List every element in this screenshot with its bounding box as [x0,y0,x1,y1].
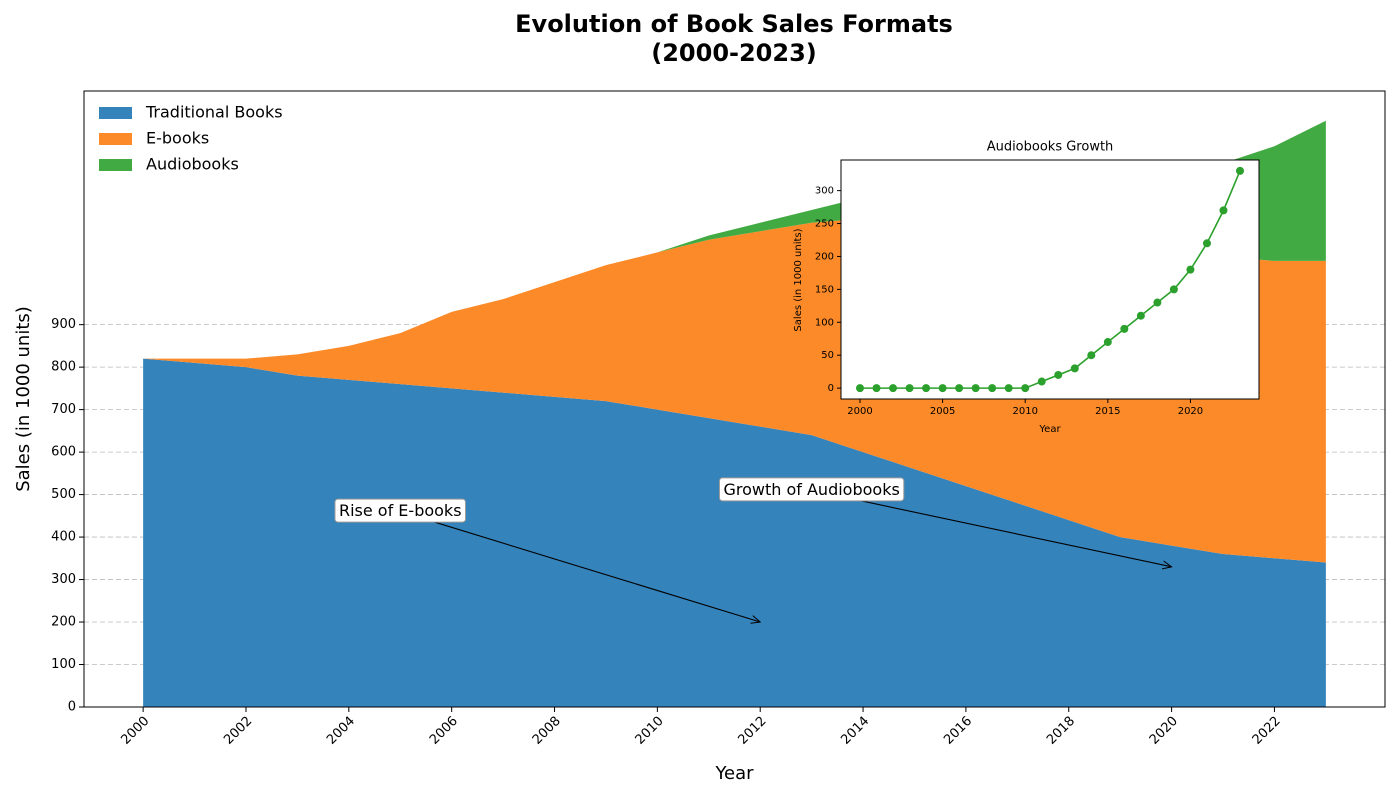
y-tick-label: 50 [821,350,834,361]
x-tick-label: 2000 [118,714,152,748]
x-tick-label: 2002 [221,714,255,748]
point [1004,384,1013,393]
point [889,384,898,393]
x-tick-label: 2004 [324,714,358,748]
inset-background [841,160,1259,399]
x-tick-label: 2006 [427,714,461,748]
point [1236,166,1244,175]
point [905,384,914,393]
y-tick-label: 0 [828,383,834,394]
x-tick-label: 2012 [736,714,770,748]
y-tick-label: 300 [815,186,834,197]
point [1153,298,1162,307]
annotation-box [334,498,467,523]
point [1169,285,1178,294]
point [1103,338,1112,347]
y-tick-label: 900 [51,317,76,332]
point [1136,311,1145,320]
x-tick-label: 2015 [1095,406,1120,417]
point [1186,265,1195,274]
chart-title: Evolution of Book Sales Formats (2000-20… [515,10,953,67]
y-tick-label: 100 [51,657,76,672]
point [1202,239,1211,248]
inset: 0 50 100 150 200 250 300 2000 2005 2010 2015 2020 Au… [793,140,1260,435]
y-tick-label: 100 [815,317,834,328]
annotation-text: Growth of Audiobooks [723,480,899,499]
x-tick-label: 2018 [1044,714,1078,748]
annotation-arrow [811,489,1172,566]
inset-y-label: Sales (in 1000 units) [793,228,804,331]
point [1054,370,1063,379]
legend-label: Audiobooks [146,155,239,174]
inset-title: Audiobooks Growth [987,140,1114,155]
y-tick-label: 400 [51,530,76,545]
legend-swatch [99,133,132,145]
point [988,384,997,393]
point [1021,384,1030,393]
legend-label: Traditional Books [145,103,283,122]
inset-axes: 0 50 100 150 200 250 300 2000 2005 2010 2015 2020 Au… [793,140,1260,435]
point [872,384,881,393]
point [955,384,964,393]
y-tick-label: 250 [815,219,834,230]
x-axis-label: Year [714,763,754,784]
legend-label: E-books [146,129,209,148]
annotation-arrow [400,511,760,622]
legend-swatch [99,159,132,171]
annotation-box [718,477,905,502]
x-tick-label: 2016 [941,714,975,748]
x-tick-label: 2000 [847,406,872,417]
x-tick-label: 2020 [1178,406,1203,417]
point [1087,351,1096,360]
x-tick-label: 2010 [1012,406,1037,417]
y-tick-label: 200 [815,251,834,262]
x-tick-label: 2020 [1147,714,1181,748]
y-tick-label: 0 [68,700,76,715]
point [1219,206,1228,215]
y-tick-label: 600 [51,445,76,460]
point [971,384,980,393]
inset-x-label: Year [1038,424,1061,435]
x-tick-label: 2008 [530,714,564,748]
point [1037,377,1046,386]
x-tick-label: 2022 [1250,714,1284,748]
y-tick-label: 700 [51,402,76,417]
point [922,384,931,393]
y-tick-label: 500 [51,487,76,502]
legend-swatch [99,107,132,119]
x-tick-label: 2014 [838,714,872,748]
y-tick-label: 150 [815,284,834,295]
y-tick-label: 200 [51,615,76,630]
x-tick-label: 2010 [633,714,667,748]
point [1070,364,1079,373]
plot-frame [83,90,1386,708]
y-tick-label: 300 [51,572,76,587]
x-tick-label: 2005 [930,406,955,417]
point [938,384,947,393]
point [856,384,864,393]
area [143,358,1326,707]
point [1120,324,1129,333]
y-axis-label: Sales (in 1000 units) [13,306,34,492]
annotation-text: Rise of E-books [339,501,462,520]
y-tick-label: 800 [51,360,76,375]
annotations: Rise of E-books Growth of Audiobooks [334,477,1172,622]
inset-frame [840,159,1260,400]
